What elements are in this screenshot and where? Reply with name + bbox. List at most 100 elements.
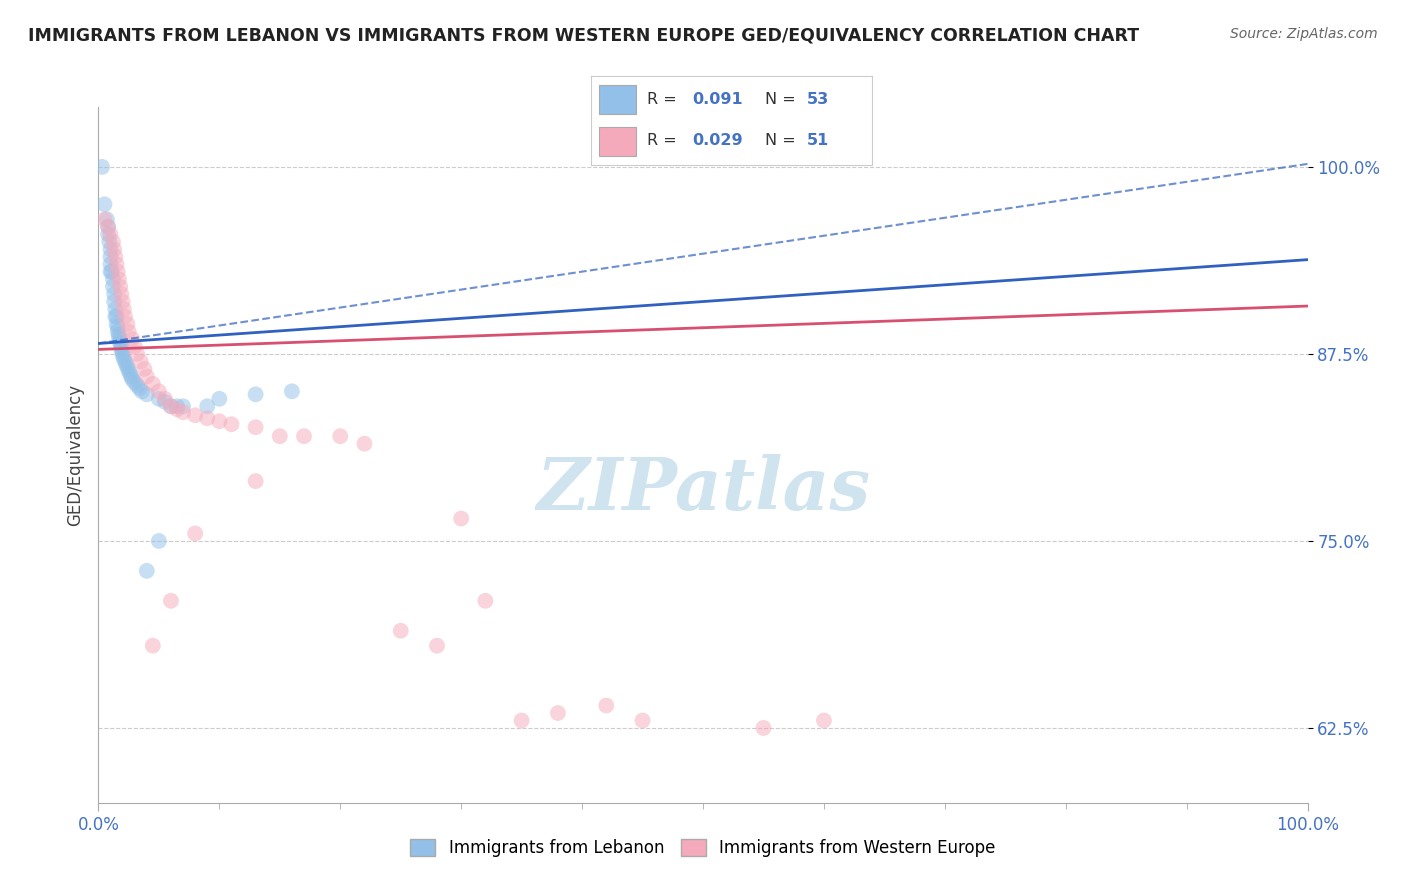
Point	[195, 411, 218, 425]
Point	[148, 384, 170, 399]
Point	[245, 474, 267, 488]
Point	[292, 429, 315, 443]
Point	[117, 317, 139, 331]
Point	[474, 594, 496, 608]
Text: 51: 51	[807, 134, 830, 148]
Text: N =: N =	[765, 92, 801, 107]
Point	[97, 227, 120, 242]
Point	[160, 399, 183, 413]
Point	[221, 417, 243, 432]
Point	[166, 402, 188, 417]
Point	[107, 325, 129, 339]
Point	[107, 265, 129, 279]
Point	[160, 399, 183, 413]
Point	[97, 219, 120, 234]
Point	[172, 405, 194, 419]
Point	[117, 360, 139, 375]
Point	[100, 257, 122, 271]
Point	[118, 363, 141, 377]
Point	[97, 219, 120, 234]
Point	[120, 369, 142, 384]
Point	[142, 376, 165, 391]
Point	[127, 378, 149, 392]
Text: ZIPatlas: ZIPatlas	[536, 454, 870, 525]
Point	[114, 354, 136, 368]
Point	[110, 339, 132, 353]
Point	[98, 235, 121, 249]
Point	[148, 533, 170, 548]
Point	[108, 279, 131, 293]
Point	[108, 272, 131, 286]
FancyBboxPatch shape	[599, 127, 636, 156]
Point	[105, 317, 128, 331]
Point	[115, 358, 138, 372]
Point	[104, 250, 127, 264]
Point	[124, 376, 146, 390]
Point	[118, 367, 141, 381]
Point	[595, 698, 617, 713]
Point	[101, 272, 124, 286]
Text: R =: R =	[647, 92, 682, 107]
Point	[135, 387, 157, 401]
Point	[104, 310, 127, 324]
Point	[100, 227, 122, 242]
Point	[111, 348, 134, 362]
Text: Source: ZipAtlas.com: Source: ZipAtlas.com	[1230, 27, 1378, 41]
Point	[195, 399, 218, 413]
Point	[389, 624, 412, 638]
Point	[101, 279, 124, 293]
Point	[108, 330, 131, 344]
Point	[107, 320, 129, 334]
Point	[329, 429, 352, 443]
Point	[103, 294, 125, 309]
Point	[100, 242, 122, 256]
Point	[208, 392, 231, 406]
Point	[121, 332, 143, 346]
Text: N =: N =	[765, 134, 801, 148]
Point	[153, 394, 176, 409]
Point	[112, 301, 135, 316]
Text: IMMIGRANTS FROM LEBANON VS IMMIGRANTS FROM WESTERN EUROPE GED/EQUIVALENCY CORREL: IMMIGRANTS FROM LEBANON VS IMMIGRANTS FR…	[28, 27, 1139, 45]
Point	[184, 526, 207, 541]
Point	[166, 399, 188, 413]
Point	[142, 639, 165, 653]
Point	[108, 336, 131, 351]
Point	[100, 250, 122, 264]
Point	[153, 392, 176, 406]
FancyBboxPatch shape	[599, 85, 636, 114]
Point	[103, 287, 125, 301]
Legend: Immigrants from Lebanon, Immigrants from Western Europe: Immigrants from Lebanon, Immigrants from…	[404, 832, 1002, 864]
Point	[269, 429, 291, 443]
Text: 0.091: 0.091	[692, 92, 742, 107]
Point	[118, 325, 141, 339]
Point	[631, 714, 654, 728]
Point	[245, 387, 267, 401]
Text: R =: R =	[647, 134, 682, 148]
Point	[114, 310, 136, 324]
Point	[105, 310, 128, 324]
Point	[103, 242, 125, 256]
Point	[96, 212, 118, 227]
Point	[112, 351, 135, 366]
Point	[245, 420, 267, 434]
Point	[124, 339, 146, 353]
Point	[100, 265, 122, 279]
Point	[752, 721, 775, 735]
Point	[105, 257, 128, 271]
Point	[184, 409, 207, 423]
Point	[172, 399, 194, 413]
Point	[148, 392, 170, 406]
Point	[134, 362, 156, 376]
Point	[510, 714, 533, 728]
Point	[129, 354, 152, 368]
Point	[93, 197, 115, 211]
Point	[208, 414, 231, 428]
Point	[426, 639, 449, 653]
Point	[131, 384, 153, 399]
Point	[353, 436, 375, 450]
Y-axis label: GED/Equivalency: GED/Equivalency	[66, 384, 84, 526]
Point	[450, 511, 472, 525]
Point	[101, 235, 124, 249]
Point	[111, 294, 134, 309]
Point	[111, 345, 134, 359]
